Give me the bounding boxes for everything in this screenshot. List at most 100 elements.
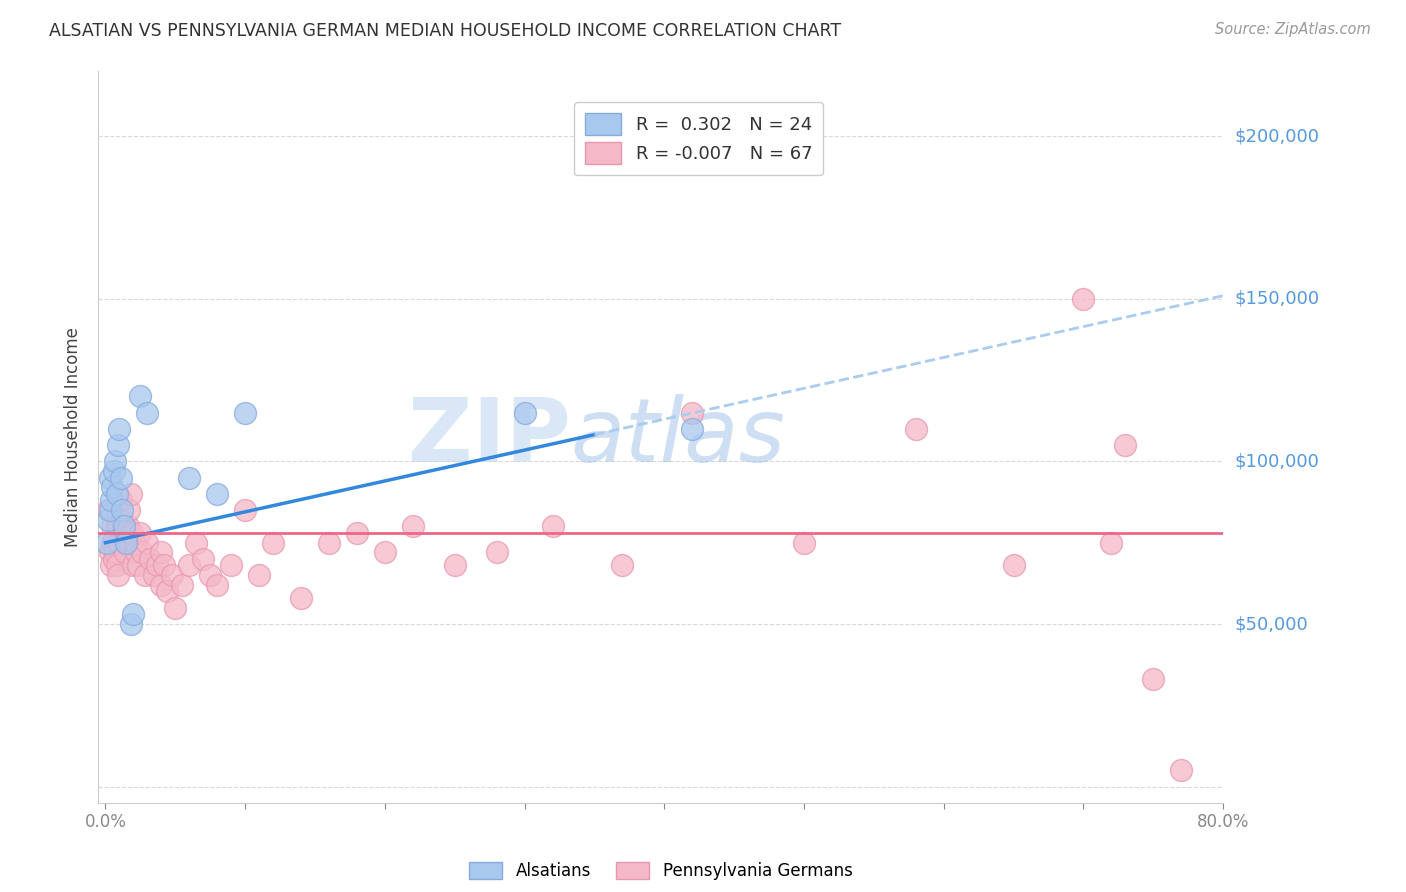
Point [904,422,927,436]
Point [139,552,162,566]
Point [262,535,284,549]
Text: Source: ZipAtlas.com: Source: ZipAtlas.com [1215,22,1371,37]
Point [100,558,122,573]
Text: $200,000: $200,000 [1234,128,1319,145]
Point [200,568,222,582]
Text: atlas: atlas [571,394,786,480]
Point [205,487,228,501]
Point [100,493,122,508]
Point [110,471,132,485]
Point [101,519,124,533]
Point [108,422,131,436]
Point [233,503,256,517]
Point [233,406,256,420]
Point [104,454,127,468]
Point [513,406,536,420]
Point [110,493,132,508]
Point [1073,292,1095,306]
Point [346,526,368,541]
Point [179,558,201,573]
Point [101,480,124,494]
Point [101,535,124,549]
Point [179,471,201,485]
Point [153,558,176,573]
Point [114,545,136,559]
Point [120,617,142,632]
Legend: Alsatians, Pennsylvania Germans: Alsatians, Pennsylvania Germans [463,855,859,887]
Point [112,519,135,533]
Point [165,600,187,615]
Point [118,503,141,517]
Point [374,545,396,559]
Point [681,406,703,420]
Point [193,552,215,566]
Point [105,519,128,533]
Point [107,568,129,582]
Point [186,535,208,549]
Point [136,535,159,549]
Point [103,552,125,566]
Point [115,535,138,549]
Point [108,519,131,533]
Point [205,578,228,592]
Point [793,535,815,549]
Point [134,568,156,582]
Point [121,526,143,541]
Point [98,471,121,485]
Point [143,568,166,582]
Y-axis label: Median Household Income: Median Household Income [65,327,83,547]
Point [172,578,194,592]
Text: $100,000: $100,000 [1234,452,1319,470]
Point [96,535,118,549]
Point [290,591,312,605]
Point [402,519,425,533]
Point [103,533,125,547]
Text: $50,000: $50,000 [1234,615,1308,633]
Point [318,535,340,549]
Point [129,389,152,403]
Point [541,519,564,533]
Point [105,558,128,573]
Point [131,545,153,559]
Point [129,526,152,541]
Point [612,558,634,573]
Point [98,545,121,559]
Point [104,545,127,559]
Point [150,578,173,592]
Point [156,584,179,599]
Point [1002,558,1025,573]
Point [111,513,134,527]
Point [98,503,121,517]
Point [150,545,173,559]
Point [122,607,145,622]
Point [1114,438,1136,452]
Point [97,513,120,527]
Point [247,568,270,582]
Point [125,545,148,559]
Point [97,503,120,517]
Point [681,422,703,436]
Point [1099,535,1122,549]
Point [111,503,134,517]
Point [443,558,465,573]
Point [103,464,125,478]
Point [485,545,508,559]
Point [1170,764,1192,778]
Point [107,438,129,452]
Text: ZIP: ZIP [408,393,571,481]
Point [105,487,128,501]
Point [112,526,135,541]
Point [146,558,169,573]
Point [122,558,145,573]
Text: $150,000: $150,000 [1234,290,1319,308]
Point [136,406,159,420]
Point [108,535,131,549]
Point [124,535,146,549]
Point [162,568,184,582]
Point [127,558,149,573]
Point [117,519,139,533]
Text: ALSATIAN VS PENNSYLVANIA GERMAN MEDIAN HOUSEHOLD INCOME CORRELATION CHART: ALSATIAN VS PENNSYLVANIA GERMAN MEDIAN H… [49,22,841,40]
Point [115,533,138,547]
Point [1142,673,1164,687]
Point [219,558,242,573]
